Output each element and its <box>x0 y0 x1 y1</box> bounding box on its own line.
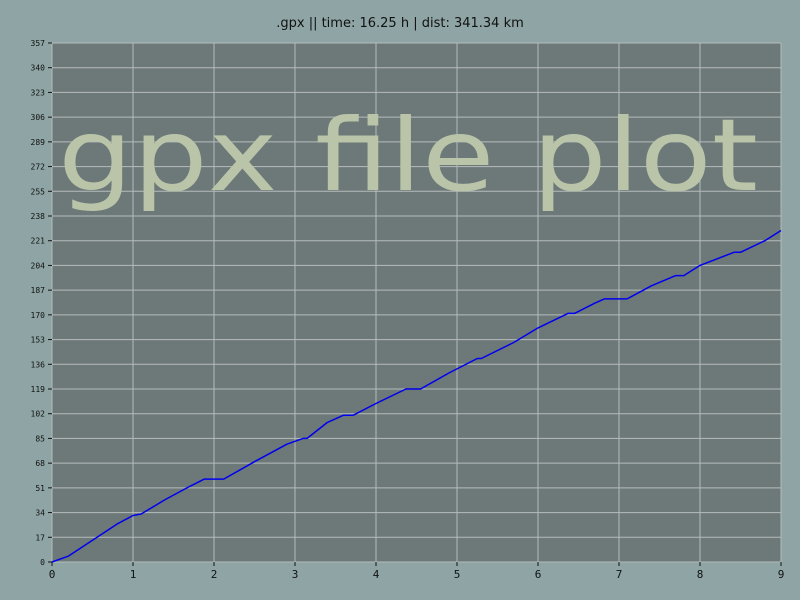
y-tick-label: 323 <box>31 88 46 97</box>
x-tick-label: 1 <box>130 568 137 581</box>
y-tick-label: 34 <box>35 509 45 518</box>
x-tick-label: 5 <box>454 568 461 581</box>
x-tick-label: 0 <box>49 568 56 581</box>
y-tick-label: 272 <box>31 163 46 172</box>
x-tick-label: 2 <box>211 568 218 581</box>
y-tick-label: 85 <box>35 434 45 443</box>
axes: 0173451688510211913615317018720422123825… <box>31 39 785 581</box>
x-tick-label: 3 <box>292 568 299 581</box>
y-tick-label: 255 <box>31 187 46 196</box>
y-tick-label: 357 <box>31 39 46 48</box>
y-tick-label: 221 <box>31 237 46 246</box>
x-tick-label: 7 <box>616 568 623 581</box>
grid-lines <box>51 42 782 563</box>
y-tick-label: 170 <box>31 311 46 320</box>
y-tick-label: 238 <box>31 212 46 221</box>
y-tick-label: 17 <box>35 533 45 542</box>
y-tick-label: 0 <box>40 558 45 567</box>
y-tick-label: 289 <box>31 138 46 147</box>
x-tick-label: 4 <box>373 568 380 581</box>
y-tick-label: 153 <box>31 336 46 345</box>
chart-title: .gpx || time: 16.25 h | dist: 341.34 km <box>276 16 524 31</box>
series-line-distance <box>51 229 782 563</box>
y-tick-label: 102 <box>31 410 46 419</box>
y-tick-label: 204 <box>31 261 46 270</box>
y-tick-label: 187 <box>31 286 46 295</box>
series-group <box>51 229 782 563</box>
x-tick-label: 8 <box>697 568 704 581</box>
watermark-text: gpx file plot <box>58 97 758 214</box>
y-tick-label: 119 <box>31 385 46 394</box>
y-tick-label: 136 <box>31 360 46 369</box>
y-tick-label: 68 <box>35 459 45 468</box>
x-tick-label: 6 <box>535 568 542 581</box>
plot-area <box>52 43 781 562</box>
y-tick-label: 340 <box>31 64 46 73</box>
y-tick-label: 51 <box>35 484 45 493</box>
x-tick-label: 9 <box>778 568 785 581</box>
y-tick-label: 306 <box>31 113 46 122</box>
